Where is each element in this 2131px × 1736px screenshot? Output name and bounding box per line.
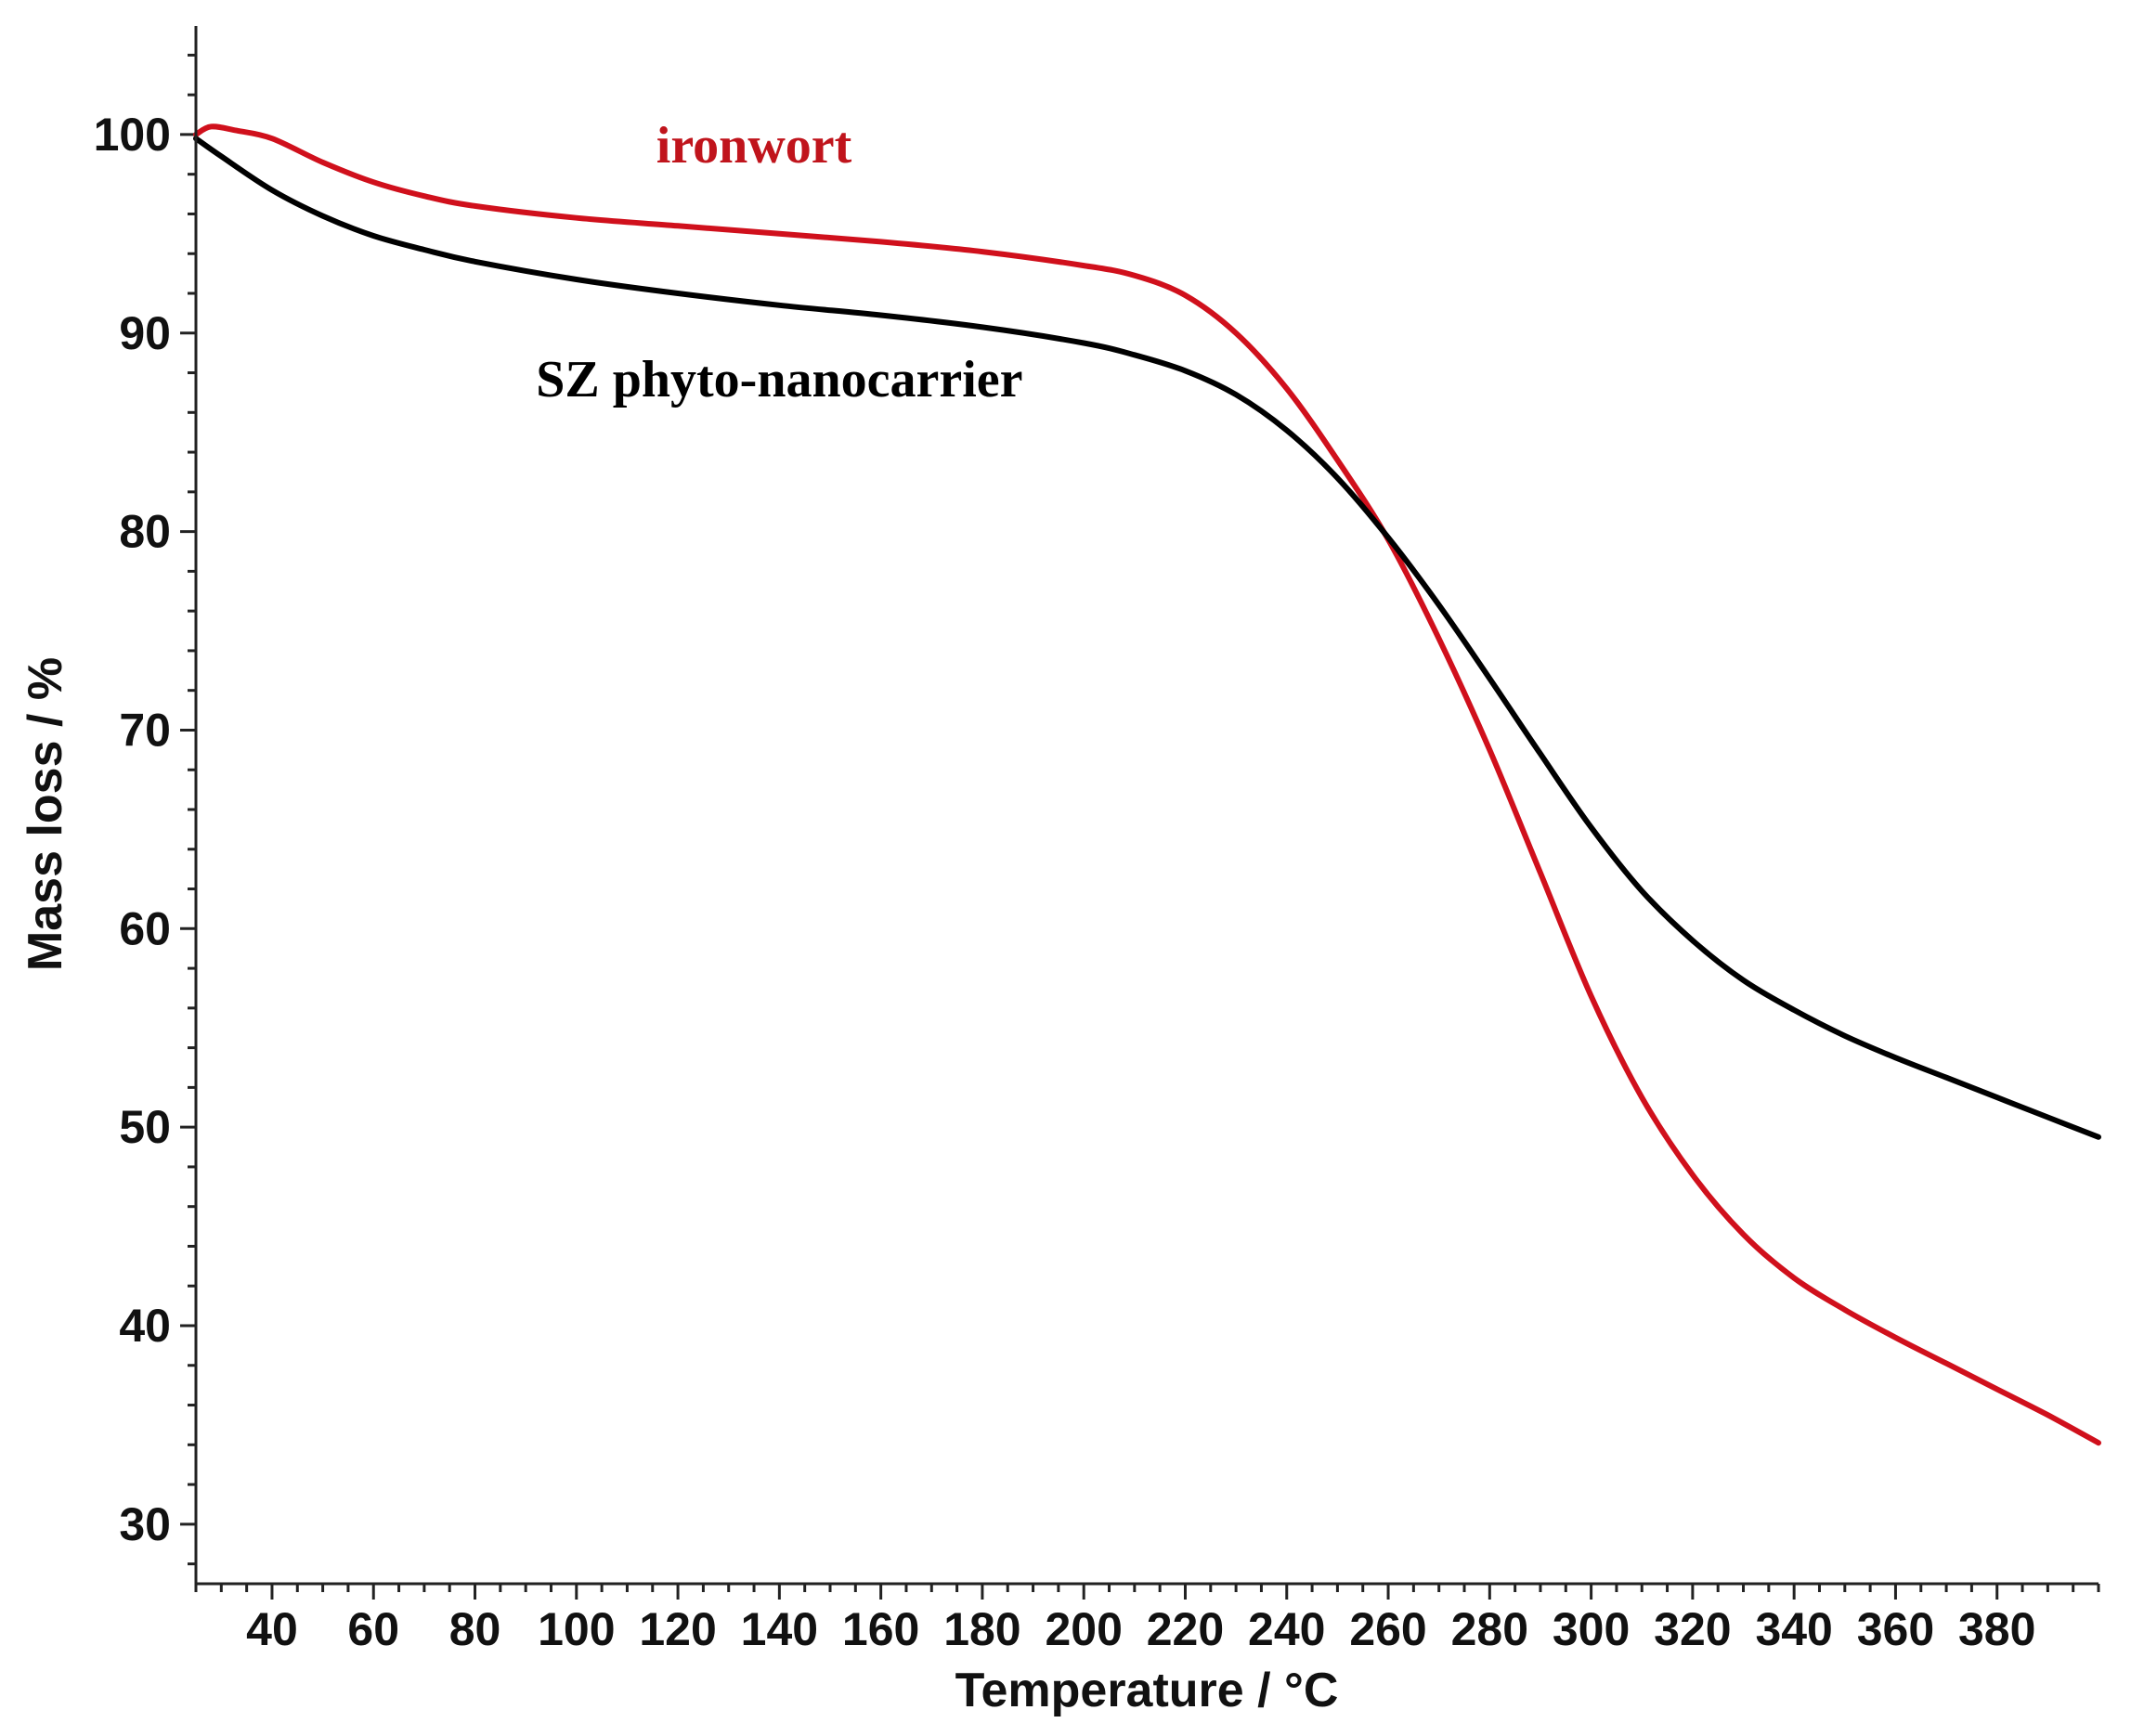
x-tick-label: 240 [1248, 1603, 1325, 1655]
x-tick-label: 360 [1857, 1603, 1934, 1655]
x-tick-label: 100 [538, 1603, 615, 1655]
y-tick-label: 70 [119, 704, 171, 756]
x-tick-label: 120 [639, 1603, 716, 1655]
x-axis-ticks: 40 60 80 100 120 140 160 180 200 220 240 260 280 300 3… [246, 1584, 2035, 1655]
x-tick-label: 380 [1958, 1603, 2035, 1655]
series-lines [193, 123, 2101, 1446]
x-tick-label: 340 [1755, 1603, 1832, 1655]
x-tick-label: 260 [1349, 1603, 1426, 1655]
series-label-ironwort: ironwort [656, 117, 852, 175]
y-tick-label: 60 [119, 902, 171, 954]
x-axis-title: Temperature / °C [955, 1664, 1339, 1717]
series-label-sz-phyto-nanocarrier: SZ phyto-nanocarrier [536, 351, 1022, 408]
y-axis-ticks: 30 40 50 60 70 80 90 100 [94, 109, 196, 1550]
x-tick-label: 60 [347, 1603, 399, 1655]
x-tick-label: 280 [1451, 1603, 1528, 1655]
x-tick-label: 160 [842, 1603, 919, 1655]
y-tick-label: 40 [119, 1300, 171, 1352]
x-tick-label: 80 [449, 1603, 501, 1655]
series-line-ironwort [193, 123, 2101, 1446]
x-tick-label: 140 [741, 1603, 818, 1655]
y-tick-label: 100 [94, 109, 171, 161]
x-tick-label: 200 [1045, 1603, 1122, 1655]
x-tick-label: 220 [1147, 1603, 1224, 1655]
minor-ticks [188, 53, 2100, 1592]
y-tick-label: 90 [119, 307, 171, 359]
x-tick-label: 180 [943, 1603, 1020, 1655]
y-tick-label: 30 [119, 1498, 171, 1550]
y-tick-label: 80 [119, 506, 171, 558]
series-line-sz-phyto-nanocarrier [193, 136, 2101, 1140]
x-tick-label: 320 [1654, 1603, 1731, 1655]
y-tick-label: 50 [119, 1101, 171, 1153]
y-axis-title: Mass loss / % [19, 657, 72, 971]
x-tick-label: 300 [1553, 1603, 1630, 1655]
x-tick-label: 40 [246, 1603, 298, 1655]
